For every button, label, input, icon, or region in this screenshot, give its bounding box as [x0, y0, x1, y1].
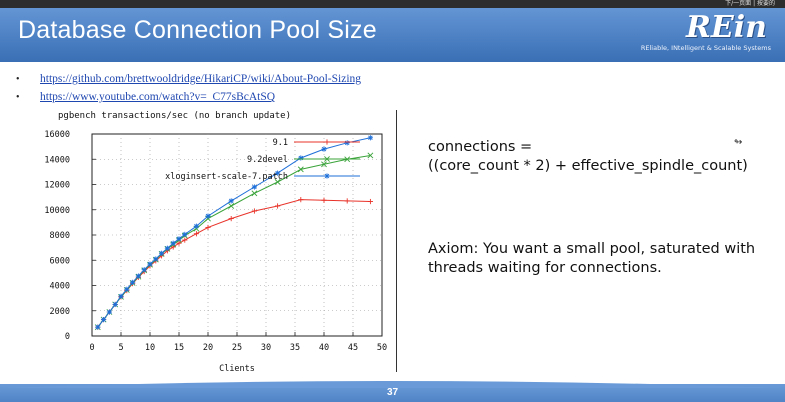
- data-point: [159, 251, 164, 256]
- y-tick-label: 10000: [44, 206, 70, 216]
- data-point: [297, 166, 304, 173]
- data-point: [194, 223, 199, 229]
- top-strip-text[interactable]: 下/一页面 | 按要的: [725, 0, 775, 7]
- youtube-link[interactable]: https://www.youtube.com/watch?v=_C77sBcA…: [40, 91, 276, 103]
- data-point: [147, 261, 153, 267]
- x-tick-label: 50: [377, 343, 387, 353]
- legend-label: xloginsert-scale-7.patch: [165, 172, 288, 182]
- y-tick-label: 14000: [44, 155, 70, 165]
- data-point: [274, 179, 281, 185]
- data-point: [205, 213, 211, 219]
- vertical-divider: [396, 110, 397, 372]
- x-tick-label: 25: [232, 343, 242, 353]
- data-point: [228, 203, 235, 209]
- data-point: [170, 240, 176, 246]
- footer-wave: [0, 381, 785, 388]
- logo-mark: REin: [685, 10, 767, 45]
- x-tick-label: 30: [261, 343, 271, 353]
- x-tick-label: 15: [174, 343, 184, 353]
- page-number: 37: [386, 387, 399, 398]
- x-tick-label: 40: [319, 343, 329, 353]
- y-tick-label: 0: [65, 332, 70, 342]
- mouse-cursor-icon: ↬: [734, 137, 743, 148]
- data-point: [324, 156, 330, 162]
- data-point: [324, 173, 330, 179]
- bullet-icon: •: [16, 92, 20, 103]
- x-tick-label: 45: [348, 343, 358, 353]
- legend-label: 9.1: [273, 138, 288, 148]
- data-point: [228, 198, 234, 204]
- data-point: [112, 302, 118, 307]
- y-tick-label: 2000: [50, 307, 70, 317]
- x-axis-label: Clients: [219, 364, 255, 374]
- data-point: [275, 170, 280, 176]
- y-tick-label: 16000: [44, 130, 70, 140]
- series-line-3: [97, 137, 371, 328]
- x-tick-label: 0: [89, 343, 94, 353]
- data-point: [153, 256, 159, 262]
- bullet-icon: •: [16, 74, 20, 85]
- data-point: [136, 273, 141, 279]
- x-tick-label: 35: [290, 343, 300, 353]
- slide-title: Database Connection Pool Size: [18, 16, 377, 44]
- data-point: [251, 190, 258, 197]
- data-point: [182, 232, 188, 237]
- data-point: [321, 161, 327, 168]
- pgbench-chart: pgbench transactions/sec (no branch upda…: [30, 106, 400, 376]
- data-point: [165, 245, 170, 251]
- y-tick-label: 4000: [50, 282, 70, 292]
- legend-label: 9.2devel: [247, 155, 288, 165]
- data-point: [130, 280, 135, 285]
- slide-header: 下/一页面 | 按要的 Database Connection Pool Siz…: [0, 0, 785, 62]
- data-point: [95, 324, 101, 330]
- chart-svg: pgbench transactions/sec (no branch upda…: [44, 111, 387, 374]
- data-point: [367, 152, 374, 159]
- series-line-1: [97, 199, 371, 328]
- y-tick-label: 8000: [50, 231, 70, 241]
- hikaricp-link[interactable]: https://github.com/brettwooldridge/Hikar…: [40, 73, 362, 85]
- data-point: [101, 317, 106, 322]
- x-tick-label: 10: [145, 343, 155, 353]
- data-point: [107, 309, 112, 315]
- logo-tagline: REliable, INtelligent & Scalable Systems: [640, 44, 771, 52]
- data-point: [321, 146, 327, 152]
- data-point: [176, 236, 182, 242]
- slide-footer: 37: [0, 381, 785, 402]
- formula-line-1: connections =: [428, 139, 533, 155]
- axiom-text: Axiom: You want a small pool, saturated …: [428, 241, 756, 276]
- data-point: [124, 287, 130, 292]
- data-point: [368, 135, 373, 141]
- formula-line-2: ((core_count * 2) + effective_spindle_co…: [428, 158, 748, 174]
- y-tick-label: 6000: [50, 256, 70, 266]
- y-tick-label: 12000: [44, 181, 70, 191]
- x-tick-label: 20: [203, 343, 213, 353]
- data-point: [252, 184, 257, 190]
- x-tick-label: 5: [118, 343, 123, 353]
- chart-title: pgbench transactions/sec (no branch upda…: [58, 111, 291, 121]
- rein-logo: REin REliable, INtelligent & Scalable Sy…: [621, 10, 771, 58]
- data-point: [118, 293, 124, 299]
- top-strip: 下/一页面 | 按要的: [0, 0, 785, 8]
- data-point: [141, 267, 147, 272]
